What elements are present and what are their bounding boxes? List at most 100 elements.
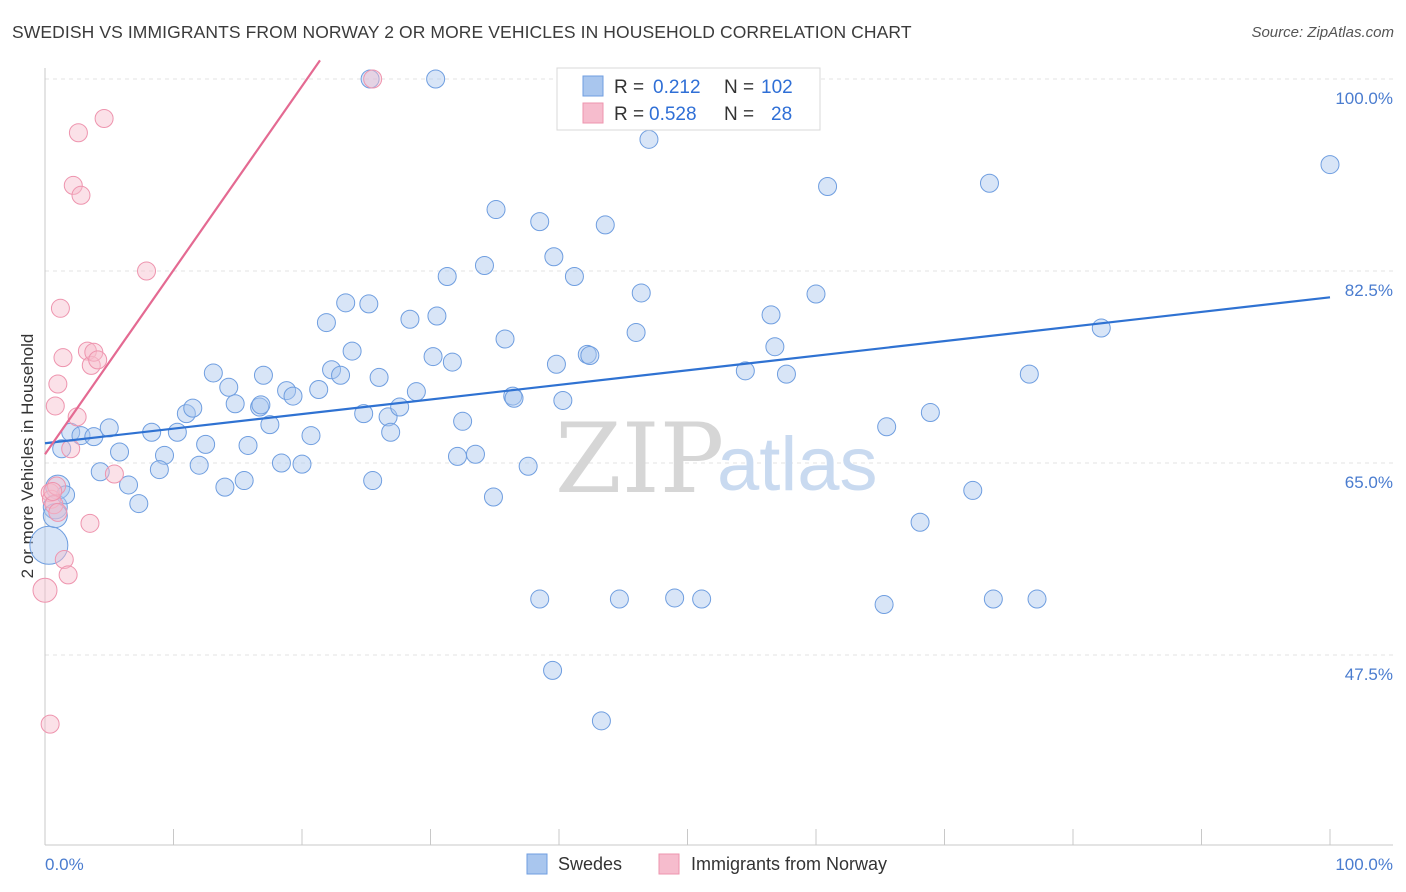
swedes-point-19 [183,398,203,418]
legend-r-value-1: 0.212 [653,77,701,98]
swedes-point-68 [544,247,564,267]
swedes-point-102 [426,69,446,89]
norway-point-8 [53,348,73,368]
swedes-point-92 [920,403,940,423]
swedes-point-9 [90,462,110,482]
swedes-point-91 [910,512,930,532]
swedes-point-35 [301,426,321,446]
swedes-point-22 [203,363,223,383]
watermark-atlas: atlas [717,422,878,507]
swedes-point-78 [631,283,651,303]
swedes-point-40 [336,293,356,313]
swedes-point-75 [595,215,615,235]
swedes-point-36 [309,379,329,399]
swedes-point-80 [665,588,685,608]
swedes-point-84 [765,337,785,357]
norway-point-15 [71,185,91,205]
swedes-point-74 [591,711,611,731]
swedes-point-67 [543,660,563,680]
norway-point-11 [61,439,81,459]
correlation-legend: R = 0.212 N = 102 R = 0.528 N = 28 [556,67,821,131]
x-tick-label-1: 100.0% [1335,855,1393,874]
swedes-point-53 [437,266,457,286]
swedes-point-97 [1027,589,1047,609]
swedes-point-39 [331,365,351,385]
swedes-point-41 [342,341,362,361]
norway-point-23 [137,261,157,281]
swedes-point-56 [453,411,473,431]
swedes-point-60 [486,200,506,220]
swedes-trendline [44,296,1331,445]
swedes-point-26 [234,471,254,491]
norway-points [32,69,383,734]
swedes-point-77 [626,322,646,342]
swedes-point-24 [219,377,239,397]
swedes-point-18 [176,404,196,424]
swedes-point-13 [129,494,149,514]
swedes-point-51 [423,347,443,367]
bottom-legend-label-norway: Immigrants from Norway [691,854,887,874]
y-tick-label-1: 82.5% [1345,281,1393,300]
swedes-point-30 [260,415,280,435]
legend-r-label-1: R = [614,77,644,98]
swedes-point-55 [447,446,467,466]
swedes-point-59 [483,487,503,507]
legend-swatch-swedes [582,75,604,97]
x-axis-ticks [44,829,1331,845]
source-credit: Source: ZipAtlas.com [1251,24,1394,41]
swedes-point-27 [238,435,258,455]
chart-title: SWEDISH VS IMMIGRANTS FROM NORWAY 2 OR M… [12,22,912,42]
swedes-point-47 [381,422,401,442]
swedes-point-85 [776,364,796,384]
norway-point-10 [58,565,78,585]
swedes-point-71 [564,266,584,286]
swedes-point-66 [530,589,550,609]
swedes-point-37 [316,313,336,333]
norway-point-24 [363,69,383,89]
swedes-point-94 [979,173,999,193]
swedes-point-16 [167,422,187,442]
swedes-point-73 [580,345,600,365]
norway-point-12 [63,175,83,195]
norway-point-26 [47,476,67,496]
swedes-point-57 [465,444,485,464]
swedes-point-31 [271,453,291,473]
y-tick-label-0: 100.0% [1335,89,1393,108]
norway-point-22 [104,464,124,484]
swedes-point-69 [546,354,566,374]
x-tick-label-0: 0.0% [45,855,84,874]
swedes-point-45 [369,367,389,387]
swedes-point-83 [761,305,781,325]
legend-n-label-1: N = [724,77,754,98]
swedes-point-25 [225,394,245,414]
norway-point-25 [48,502,68,522]
legend-swatch-norway [582,102,604,124]
swedes-point-81 [692,589,712,609]
swedes-point-23 [215,477,235,497]
swedes-point-49 [400,309,420,329]
swedes-point-20 [189,455,209,475]
bottom-legend-label-swedes: Swedes [558,854,622,874]
swedes-point-90 [877,417,897,437]
swedes-point-95 [983,589,1003,609]
swedes-point-48 [390,397,410,417]
norway-point-1 [40,714,60,734]
swedes-point-29 [253,365,273,385]
y-tick-labels: 100.0% 82.5% 65.0% 47.5% [1335,89,1393,684]
swedes-point-58 [474,256,494,276]
swedes-point-64 [518,456,538,476]
swedes-point-33 [283,386,303,406]
swedes-point-32 [277,381,297,401]
swedes-point-100 [251,395,271,415]
swedes-point-65 [530,212,550,232]
swedes-point-93 [963,480,983,500]
swedes-point-50 [406,382,426,402]
swedes-point-99 [1320,155,1340,175]
norway-point-21 [94,108,114,128]
norway-trendline [44,59,321,455]
bottom-legend-swatch-swedes [526,853,548,875]
swedes-point-88 [818,177,838,197]
y-axis-label: 2 or more Vehicles in Household [18,334,37,579]
legend-n-value-1: 102 [761,77,793,98]
swedes-points [29,69,1340,731]
